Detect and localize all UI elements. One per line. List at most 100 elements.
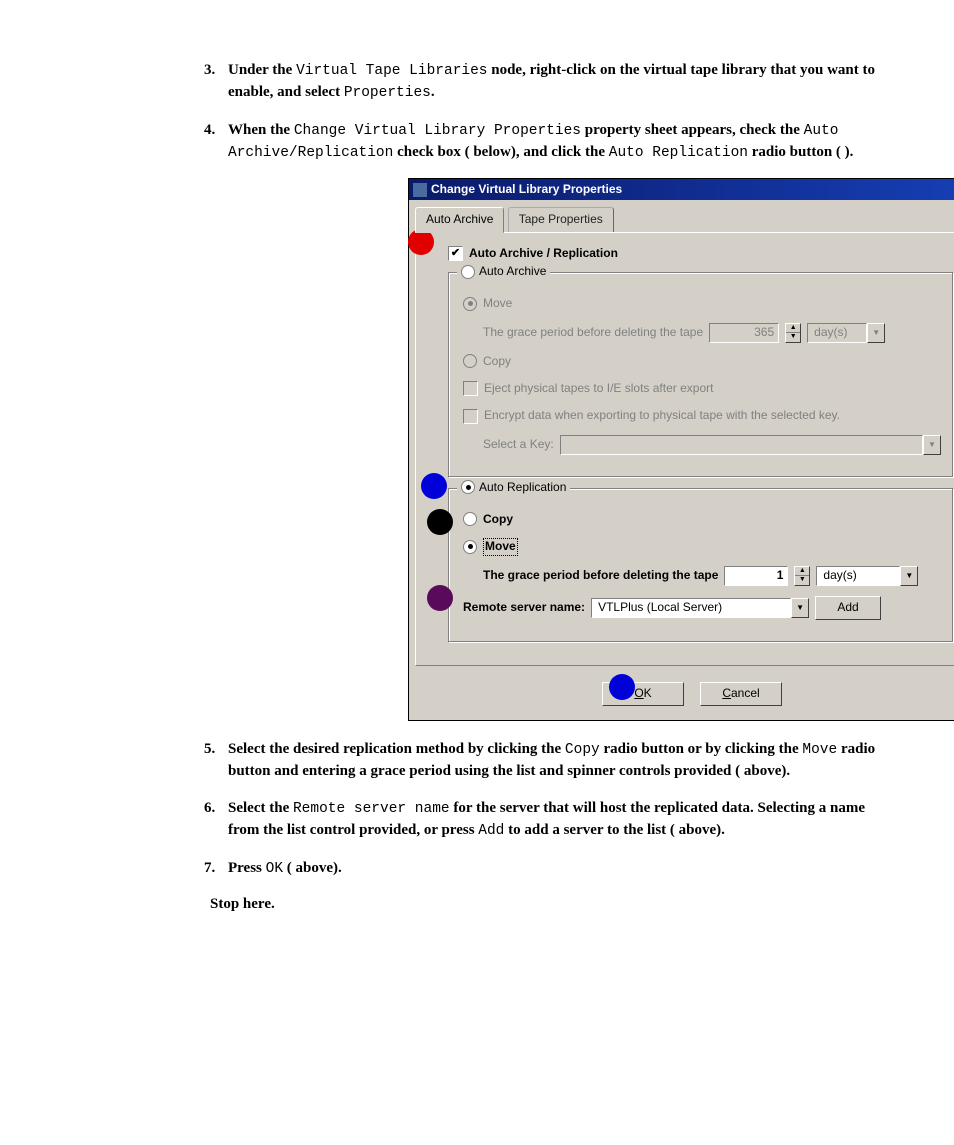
- annotation-blue-1: [421, 473, 447, 499]
- auto-archive-radio[interactable]: [461, 265, 475, 279]
- archive-key-row: Select a Key: ▼: [483, 435, 941, 455]
- dropdown-arrow-icon: ▼: [923, 435, 941, 455]
- title-bar: Change Virtual Library Properties ✕: [409, 179, 954, 200]
- cancel-button[interactable]: Cancel: [700, 682, 782, 706]
- dialog-button-row: OK Cancel: [409, 672, 954, 720]
- archive-eject-checkbox[interactable]: [463, 381, 478, 396]
- step5-text-a: Select the desired replication method by…: [228, 741, 565, 757]
- step5-text-b: radio button or by clicking the: [600, 741, 803, 757]
- replication-grace-row: The grace period before deleting the tap…: [483, 566, 941, 586]
- step-3: Under the Virtual Tape Libraries node, r…: [210, 60, 884, 104]
- tab-auto-archive[interactable]: Auto Archive: [415, 207, 504, 232]
- stop-here: Stop here.: [210, 896, 884, 913]
- step5-code-1: Copy: [565, 742, 600, 758]
- auto-archive-legend-text: Auto Archive: [479, 263, 546, 280]
- auto-replication-radio[interactable]: [461, 480, 475, 494]
- cancel-underline: C: [722, 685, 731, 702]
- archive-grace-row: The grace period before deleting the tap…: [483, 323, 941, 343]
- archive-move-label: Move: [483, 295, 512, 312]
- step6-code-1: Remote server name: [293, 801, 450, 817]
- annotation-purple: [427, 585, 453, 611]
- archive-grace-input[interactable]: 365: [709, 323, 779, 343]
- step3-code-1: Virtual Tape Libraries: [296, 63, 487, 79]
- archive-encrypt-checkbox[interactable]: [463, 409, 478, 424]
- archive-encrypt-option: Encrypt data when exporting to physical …: [463, 407, 941, 424]
- remote-server-row: Remote server name: VTLPlus (Local Serve…: [463, 596, 941, 620]
- auto-replication-legend-text: Auto Replication: [479, 479, 566, 496]
- step3-text-c: .: [431, 84, 435, 100]
- auto-archive-replication-checkbox-row: ✔ Auto Archive / Replication: [448, 245, 954, 262]
- archive-key-label: Select a Key:: [483, 436, 554, 453]
- step3-code-2: Properties: [344, 85, 431, 101]
- remote-server-dropdown[interactable]: VTLPlus (Local Server) ▼: [591, 598, 809, 618]
- tab-panel: ✔ Auto Archive / Replication Auto Archiv…: [415, 232, 954, 666]
- archive-grace-unit-dropdown[interactable]: day(s) ▼: [807, 323, 885, 343]
- archive-move-option: Move: [463, 295, 941, 312]
- remote-server-label: Remote server name:: [463, 599, 585, 616]
- archive-encrypt-label: Encrypt data when exporting to physical …: [484, 407, 840, 424]
- replication-move-label: Move: [483, 538, 518, 555]
- replication-copy-option: Copy: [463, 511, 941, 528]
- add-server-button[interactable]: Add: [815, 596, 881, 620]
- archive-key-value: [560, 435, 923, 455]
- step5-code-2: Move: [802, 742, 837, 758]
- step7-code-1: OK: [266, 861, 283, 877]
- step4-text-c: check box ( below), and click the: [393, 144, 608, 160]
- archive-grace-unit-value: day(s): [807, 323, 867, 343]
- ok-underline: O: [634, 685, 643, 702]
- annotation-blue-2: [609, 674, 635, 700]
- archive-move-radio[interactable]: [463, 297, 477, 311]
- archive-copy-radio[interactable]: [463, 354, 477, 368]
- step6-text-c: to add a server to the list ( above).: [504, 822, 725, 838]
- step7-text-a: Press: [228, 860, 266, 876]
- archive-eject-option: Eject physical tapes to I/E slots after …: [463, 380, 941, 397]
- dropdown-arrow-icon: ▼: [900, 566, 918, 586]
- archive-key-dropdown[interactable]: ▼: [560, 435, 941, 455]
- auto-replication-group: Auto Replication Copy Move The grac: [448, 488, 954, 643]
- replication-move-option: Move: [463, 538, 941, 555]
- step3-text-a: Under the: [228, 62, 296, 78]
- step4-text-a: When the: [228, 122, 294, 138]
- step-4: When the Change Virtual Library Properti…: [210, 120, 884, 721]
- replication-copy-radio[interactable]: [463, 512, 477, 526]
- replication-grace-unit-dropdown[interactable]: day(s) ▼: [816, 566, 918, 586]
- archive-grace-label: The grace period before deleting the tap…: [483, 324, 703, 341]
- replication-grace-input[interactable]: 1: [724, 566, 788, 586]
- archive-copy-label: Copy: [483, 353, 511, 370]
- replication-move-radio[interactable]: [463, 540, 477, 554]
- ok-rest: K: [644, 685, 652, 702]
- replication-grace-unit-value: day(s): [816, 566, 900, 586]
- step4-text-d: radio button ( ).: [748, 144, 853, 160]
- replication-grace-label: The grace period before deleting the tap…: [483, 567, 718, 584]
- archive-copy-option: Copy: [463, 353, 941, 370]
- dialog-screenshot: Change Virtual Library Properties ✕ Auto…: [408, 178, 884, 721]
- step-7: Press OK ( above).: [210, 858, 884, 880]
- annotation-black: [427, 509, 453, 535]
- instruction-list: Under the Virtual Tape Libraries node, r…: [210, 60, 884, 880]
- auto-archive-replication-label: Auto Archive / Replication: [469, 245, 618, 262]
- auto-replication-legend: Auto Replication: [457, 479, 570, 496]
- tab-bar: Auto Archive Tape Properties: [409, 200, 954, 231]
- auto-archive-replication-checkbox[interactable]: ✔: [448, 246, 463, 261]
- step4-text-b: property sheet appears, check the: [581, 122, 804, 138]
- tab-tape-properties[interactable]: Tape Properties: [508, 207, 614, 232]
- step6-text-a: Select the: [228, 800, 293, 816]
- archive-eject-label: Eject physical tapes to I/E slots after …: [484, 380, 713, 397]
- window-title: Change Virtual Library Properties: [431, 181, 622, 198]
- auto-archive-legend: Auto Archive: [457, 263, 550, 280]
- dropdown-arrow-icon: ▼: [791, 598, 809, 618]
- step4-code-3: Auto Replication: [609, 145, 748, 161]
- dropdown-arrow-icon: ▼: [867, 323, 885, 343]
- auto-archive-group: Auto Archive Move The grace period befor…: [448, 272, 954, 478]
- window-icon: [413, 183, 427, 197]
- replication-copy-label: Copy: [483, 511, 513, 528]
- step6-code-2: Add: [478, 823, 504, 839]
- dialog-window: Change Virtual Library Properties ✕ Auto…: [408, 178, 954, 721]
- replication-grace-spinner[interactable]: ▲▼: [794, 566, 810, 586]
- remote-server-value: VTLPlus (Local Server): [591, 598, 791, 618]
- step-6: Select the Remote server name for the se…: [210, 798, 884, 842]
- step-5: Select the desired replication method by…: [210, 739, 884, 783]
- step4-code-1: Change Virtual Library Properties: [294, 123, 581, 139]
- step7-text-b: ( above).: [283, 860, 342, 876]
- archive-grace-spinner[interactable]: ▲▼: [785, 323, 801, 343]
